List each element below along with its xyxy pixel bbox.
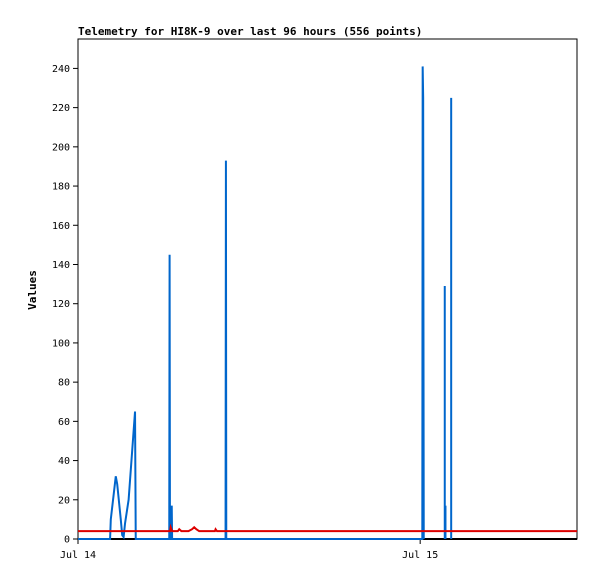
red-series-line: [78, 523, 577, 533]
y-tick-label: 60: [58, 417, 70, 428]
y-tick-label: 200: [52, 142, 70, 153]
y-tick-label: 80: [58, 378, 70, 389]
x-tick-label: Jul 15: [402, 550, 438, 561]
y-tick-label: 20: [58, 495, 70, 506]
y-tick-label: 120: [52, 299, 70, 310]
y-tick-label: 220: [52, 103, 70, 114]
y-tick-label: 100: [52, 338, 70, 349]
y-tick-label: 0: [64, 535, 70, 546]
y-tick-label: 240: [52, 64, 70, 75]
x-tick-label: Jul 14: [60, 550, 96, 561]
blue-series-line: [78, 66, 425, 540]
y-axis-label: Values: [26, 270, 39, 310]
chart-title: Telemetry for HI8K-9 over last 96 hours …: [78, 25, 422, 38]
y-axis-ticks: 0 20 40 60 80 100 120 140 160 180 200 220 240: [52, 64, 78, 546]
x-axis-ticks: Jul 14 Jul 15: [60, 539, 438, 561]
y-tick-label: 160: [52, 221, 70, 232]
series-layer: [78, 66, 577, 540]
y-tick-label: 140: [52, 260, 70, 271]
y-tick-label: 180: [52, 182, 70, 193]
y-tick-label: 40: [58, 456, 70, 467]
plot-area: [77, 38, 578, 540]
